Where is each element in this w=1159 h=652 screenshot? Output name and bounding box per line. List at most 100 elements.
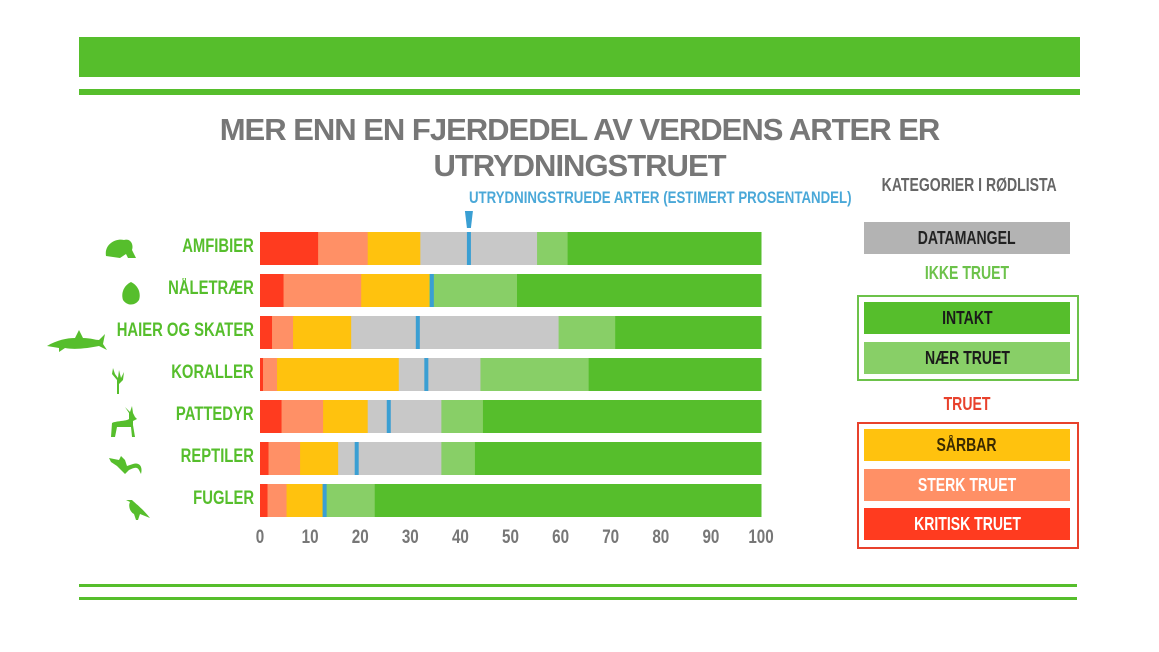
top-banner: [79, 37, 1080, 77]
bar-segment: [517, 274, 762, 307]
bar-segment: [263, 358, 278, 391]
x-tick-label: 60: [552, 525, 569, 547]
legend-datamangel: DATAMANGEL: [864, 222, 1070, 254]
page-title: MER ENN EN FJERDEDEL AV VERDENS ARTER ER…: [79, 112, 1080, 184]
deer-icon: [111, 406, 137, 437]
bar-segment: [558, 316, 616, 349]
bar-segment: [293, 316, 352, 349]
bottom-divider-2: [79, 597, 1077, 600]
legend-ikke-truet-heading: IKKE TRUET: [857, 263, 1077, 284]
legend-ikke-truet-text: IKKE TRUET: [924, 263, 1010, 283]
bar-segment: [260, 358, 264, 391]
bar-segment: [318, 232, 369, 265]
legend-naer-truet: NÆR TRUET: [864, 342, 1070, 374]
legend-truet-frame: [857, 422, 1079, 549]
bar-segment: [420, 232, 538, 265]
annotation-pointer: [464, 211, 473, 228]
bar-segment: [260, 316, 273, 349]
bar-segment: [323, 400, 369, 433]
category-label: AMFIBIER: [162, 236, 254, 258]
x-tick-label: 50: [502, 525, 519, 547]
x-tick-label: 100: [748, 525, 773, 547]
lizard-icon: [109, 456, 142, 474]
bar-segment: [268, 442, 301, 475]
page-title-text: MER ENN EN FJERDEDEL AV VERDENS ARTER ER…: [219, 112, 941, 183]
category-label-text: NÅLETRÆR: [168, 278, 254, 299]
legend-kritisk-truet: KRITISK TRUET: [864, 508, 1070, 540]
legend-sarbar-label: SÅRBAR: [936, 435, 998, 455]
threatened-estimate-marker: [322, 484, 327, 517]
category-label: HAIER OG SKATER: [78, 320, 254, 342]
bar-segment: [441, 442, 476, 475]
threatened-estimate-marker: [415, 316, 420, 349]
threatened-estimate-marker: [354, 442, 359, 475]
bar-segment: [482, 400, 762, 433]
category-label-text: FUGLER: [193, 488, 254, 509]
legend-naer-truet-label: NÆR TRUET: [924, 348, 1010, 368]
category-label: REPTILER: [160, 446, 254, 468]
bar-segment: [260, 484, 269, 517]
legend-truet-heading: TRUET: [857, 394, 1077, 415]
category-label: PATTEDYR: [154, 404, 254, 426]
bar-segment: [537, 232, 569, 265]
bar-segment: [615, 316, 762, 349]
bar-segment: [441, 400, 484, 433]
bar-segment: [260, 400, 283, 433]
shark-icon: [47, 330, 107, 352]
bar-segment: [322, 484, 376, 517]
category-label-text: AMFIBIER: [182, 236, 254, 257]
bar-segment: [260, 442, 270, 475]
bar-segment: [267, 484, 288, 517]
bar-segment: [277, 358, 400, 391]
bar-segment: [260, 232, 319, 265]
x-tick-label: 70: [602, 525, 619, 547]
bar-segment: [283, 274, 362, 307]
bar-segment: [567, 232, 762, 265]
x-tick-label: 90: [702, 525, 719, 547]
legend-sterk-truet-label: STERK TRUET: [917, 475, 1017, 495]
bar-segment: [367, 400, 442, 433]
bar-segment: [374, 484, 762, 517]
legend-datamangel-label: DATAMANGEL: [918, 228, 1016, 248]
bar-segment: [281, 400, 324, 433]
category-label-text: KORALLER: [171, 362, 254, 383]
bar-segment: [338, 442, 442, 475]
legend-sarbar: SÅRBAR: [864, 429, 1070, 461]
threatened-estimate-marker: [466, 232, 471, 265]
threatened-estimate-marker: [424, 358, 429, 391]
x-tick-label: 10: [302, 525, 319, 547]
threatened-estimate-marker: [386, 400, 391, 433]
bar-segment: [300, 442, 339, 475]
x-tick-label: 40: [452, 525, 469, 547]
top-divider: [79, 89, 1080, 95]
legend-sterk-truet: STERK TRUET: [864, 469, 1070, 501]
bar-segment: [272, 316, 294, 349]
category-label-text: REPTILER: [180, 446, 254, 467]
bar-segment: [361, 274, 430, 307]
legend-truet-text: TRUET: [943, 394, 991, 414]
annotation-text: UTRYDNINGSTRUEDE ARTER (ESTIMERT PROSENT…: [468, 188, 852, 207]
category-label-text: PATTEDYR: [176, 404, 254, 425]
frog-icon: [105, 239, 136, 258]
legend-title-text: KATEGORIER I RØDLISTA: [881, 175, 1057, 195]
pinecone-icon: [122, 282, 140, 305]
bar-segment: [367, 232, 421, 265]
category-label-text: HAIER OG SKATER: [116, 320, 254, 341]
category-label: KORALLER: [148, 362, 254, 384]
x-tick-label: 30: [402, 525, 419, 547]
bar-segment: [286, 484, 324, 517]
x-tick-label: 0: [256, 525, 264, 547]
category-label: NÅLETRÆR: [144, 278, 254, 300]
bottom-divider-1: [79, 584, 1077, 587]
category-label: FUGLER: [176, 488, 254, 510]
bar-segment: [351, 316, 560, 349]
coral-icon: [112, 368, 124, 394]
threatened-annotation: UTRYDNINGSTRUEDE ARTER (ESTIMERT PROSENT…: [380, 188, 940, 208]
legend-intakt: INTAKT: [864, 302, 1070, 334]
x-tick-label: 20: [352, 525, 369, 547]
bar-segment: [429, 274, 518, 307]
threatened-estimate-marker: [429, 274, 434, 307]
legend-ikke-truet-frame: [857, 295, 1079, 381]
bar-segment: [480, 358, 590, 391]
